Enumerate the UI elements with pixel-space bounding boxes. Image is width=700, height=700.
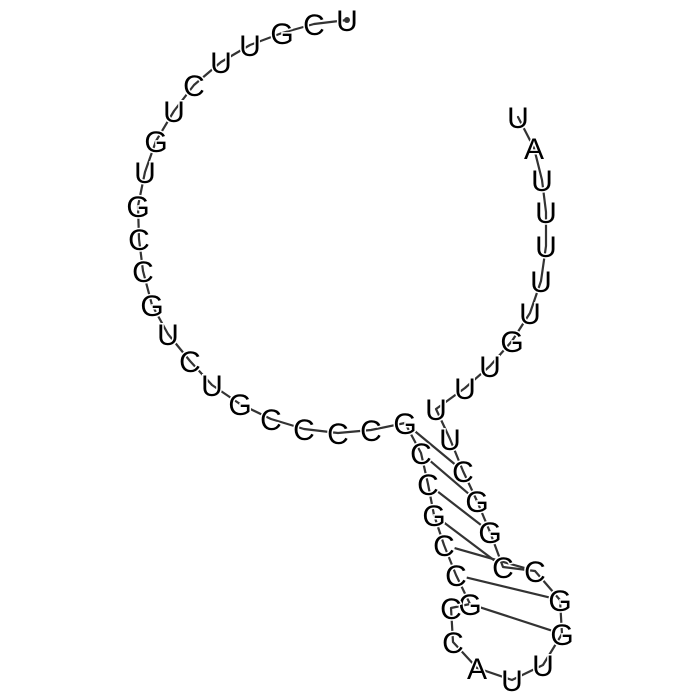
backbone-line — [136, 18, 564, 682]
nucleotide-1: U — [336, 5, 358, 38]
nucleotide-30: C — [442, 627, 464, 660]
nucleotide-39: G — [465, 486, 488, 519]
nucleotide-25: G — [422, 500, 445, 533]
nucleotide-52: U — [507, 102, 529, 135]
nucleotide-7: U — [163, 96, 185, 129]
nucleotide-4: U — [239, 30, 261, 63]
nucleotide-42: U — [425, 394, 447, 427]
base-pair-bond-7 — [480, 606, 552, 632]
nucleotide-11: C — [128, 224, 150, 257]
base-pair-bond-6 — [466, 576, 550, 599]
nucleotide-41: U — [439, 424, 461, 457]
nucleotide-8: G — [144, 126, 167, 159]
nucleotide-49: U — [535, 197, 557, 230]
nucleotide-5: U — [210, 47, 232, 80]
nucleotide-32: U — [501, 665, 523, 698]
nucleotide-43: U — [454, 373, 476, 406]
start-marker — [344, 17, 350, 23]
nucleotide-27: C — [445, 560, 467, 593]
nucleotide-23: C — [410, 438, 432, 471]
nucleotide-47: U — [530, 266, 552, 299]
nucleotide-14: U — [157, 319, 179, 352]
nucleotide-19: C — [293, 414, 315, 447]
nucleotide-15: C — [179, 346, 201, 379]
base-pair-bond-3 — [436, 489, 482, 527]
nucleotide-46: U — [519, 298, 541, 331]
base-pair-bond-4 — [442, 520, 495, 562]
base-pair-bond-1 — [412, 429, 456, 465]
nucleotide-3: G — [270, 18, 293, 51]
nucleotide-40: C — [452, 456, 474, 489]
nucleotide-35: G — [548, 585, 571, 618]
base-pair-bond-2 — [428, 459, 470, 495]
nucleotide-9: U — [134, 157, 156, 190]
nucleotide-6: C — [183, 70, 205, 103]
nucleotide-31: A — [467, 653, 487, 686]
nucleotide-24: C — [417, 469, 439, 502]
nucleotide-34: G — [550, 619, 573, 652]
nucleotide-10: G — [126, 191, 149, 224]
nucleotide-37: C — [492, 552, 514, 585]
nucleotide-22: G — [393, 408, 416, 441]
start-dot — [344, 17, 350, 23]
nucleotide-38: G — [478, 517, 501, 550]
nucleotide-26: C — [433, 530, 455, 563]
nucleotide-36: C — [524, 556, 546, 589]
nucleotide-48: U — [535, 231, 557, 264]
nucleotide-12: C — [132, 256, 154, 289]
nucleotide-17: G — [228, 389, 251, 422]
nucleotide-33: U — [532, 650, 554, 683]
nucleotide-20: C — [327, 418, 349, 451]
nucleotide-28: G — [458, 589, 481, 622]
nucleotide-29: C — [440, 593, 462, 626]
nucleotide-16: U — [201, 370, 223, 403]
base-pair-bonds — [412, 429, 552, 632]
nucleotide-2: C — [303, 9, 325, 42]
nucleotide-45: G — [500, 326, 523, 359]
base-pair-bond-5 — [454, 546, 525, 570]
nucleotide-18: C — [260, 404, 282, 437]
nucleotide-51: A — [524, 133, 544, 166]
nucleotide-13: G — [140, 290, 163, 323]
nucleotide-21: C — [360, 415, 382, 448]
nucleotide-50: U — [531, 165, 553, 198]
nucleotide-44: U — [479, 351, 501, 384]
